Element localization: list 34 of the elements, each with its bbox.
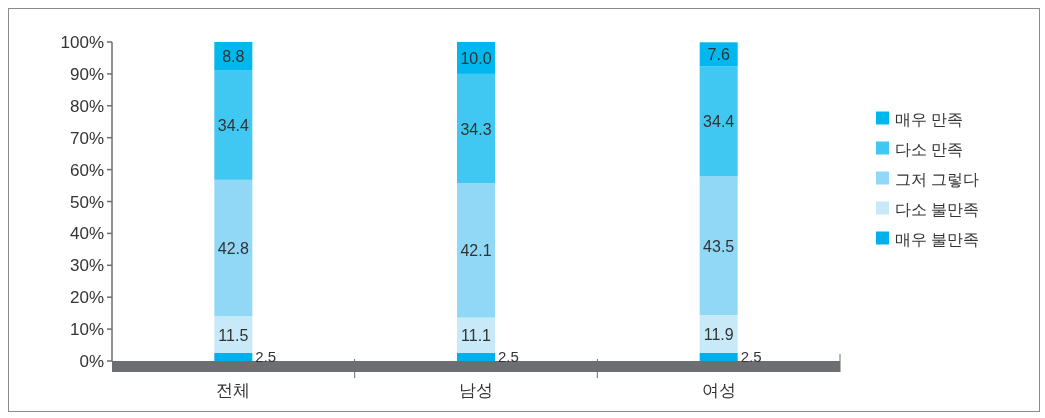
data-label: 10.0 xyxy=(460,49,492,67)
data-label: 2.5 xyxy=(498,348,519,366)
legend-label: 매우 불만족 xyxy=(895,230,980,248)
legend-label: 다소 불만족 xyxy=(895,200,980,218)
x-tick-label: 남성 xyxy=(459,381,493,400)
y-tick-label: 30% xyxy=(69,256,104,276)
data-label: 2.5 xyxy=(255,348,277,366)
y-tick-label: 70% xyxy=(69,128,104,148)
data-label: 11.9 xyxy=(703,326,734,344)
y-tick-label: 80% xyxy=(69,96,104,116)
data-label: 43.5 xyxy=(703,237,735,255)
legend-label: 매우 만족 xyxy=(895,110,964,128)
y-tick-label: 60% xyxy=(69,160,104,180)
y-tick-label: 50% xyxy=(69,192,104,212)
y-tick-label: 100% xyxy=(60,33,104,52)
y-tick-label: 20% xyxy=(69,288,104,308)
data-label: 11.1 xyxy=(461,327,492,345)
y-tick-label: 10% xyxy=(69,320,104,340)
legend-label: 다소 만족 xyxy=(895,140,964,158)
data-label: 42.8 xyxy=(217,240,250,258)
data-label: 34.4 xyxy=(703,113,735,131)
data-label: 8.8 xyxy=(222,48,245,66)
data-label: 42.1 xyxy=(460,242,492,260)
data-label: 2.5 xyxy=(740,348,762,366)
y-tick-label: 0% xyxy=(79,352,104,371)
data-label: 11.5 xyxy=(218,326,249,344)
data-label: 34.4 xyxy=(217,116,250,134)
x-tick-label: 여성 xyxy=(701,381,736,400)
y-tick-label: 40% xyxy=(69,224,104,244)
x-tick-label: 전체 xyxy=(216,381,251,400)
y-tick-label: 90% xyxy=(69,64,104,84)
data-label: 34.3 xyxy=(460,120,492,138)
data-label: 7.6 xyxy=(707,46,730,64)
legend-label: 그저 그렇다 xyxy=(895,170,980,188)
